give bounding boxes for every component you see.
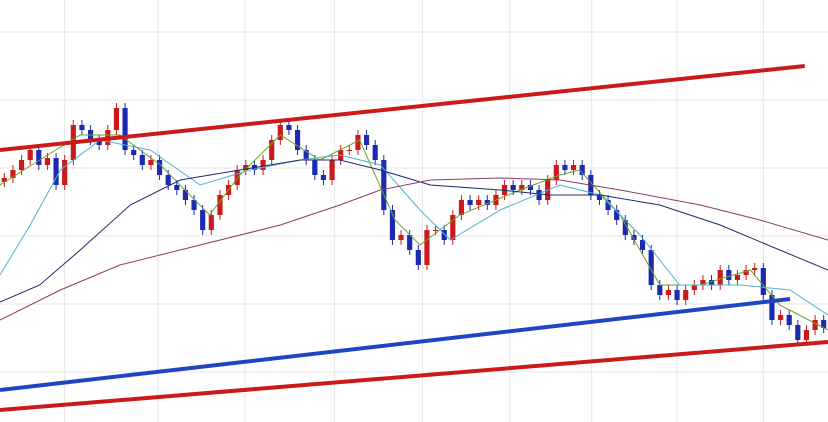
candle-body xyxy=(674,290,680,300)
candle-body xyxy=(467,200,473,205)
candle-body xyxy=(476,200,482,205)
candle-body xyxy=(795,325,801,340)
candle-body xyxy=(760,268,766,295)
trend-line xyxy=(0,64,805,152)
candle-body xyxy=(777,315,784,320)
candle-body xyxy=(458,200,465,215)
moving-average xyxy=(0,177,828,321)
candle-body xyxy=(691,285,697,290)
candle-body xyxy=(131,150,137,155)
candle-body xyxy=(622,220,628,235)
candle-body xyxy=(200,210,206,230)
candle-body xyxy=(821,320,827,328)
candle-body xyxy=(734,275,741,280)
candle-body xyxy=(79,125,85,130)
moving-average xyxy=(0,159,828,303)
candle-body xyxy=(398,235,404,240)
candle-body xyxy=(269,140,275,160)
candle-body xyxy=(234,170,240,185)
candle-body xyxy=(122,108,128,150)
candle-body xyxy=(700,280,706,285)
moving-average xyxy=(0,134,828,331)
candle-body xyxy=(372,145,378,160)
candle-body xyxy=(743,270,749,275)
candle-body xyxy=(639,240,646,250)
candle-body xyxy=(148,160,154,165)
candle-body xyxy=(381,160,387,210)
candle-body xyxy=(562,165,568,170)
candle-body xyxy=(657,285,663,295)
candle-body xyxy=(113,108,120,130)
candle-body xyxy=(303,150,309,160)
candle-body xyxy=(631,235,637,240)
candle-body xyxy=(519,185,525,190)
candle-body xyxy=(27,150,33,160)
candle-body xyxy=(174,185,180,190)
candle-body xyxy=(570,165,577,170)
candle-body xyxy=(432,230,439,231)
moving-average xyxy=(0,139,828,316)
candle-body xyxy=(208,215,214,230)
candle-body xyxy=(527,185,534,190)
candle-body xyxy=(553,165,559,180)
candle-body xyxy=(53,158,59,185)
candle-body xyxy=(320,175,327,180)
candle-body xyxy=(536,190,542,200)
candle-body xyxy=(329,160,335,180)
candle-body xyxy=(683,290,689,300)
candle-body xyxy=(277,125,283,140)
candle-body xyxy=(415,250,421,265)
candle-body xyxy=(389,210,396,240)
candle-body xyxy=(286,125,292,130)
candle-body xyxy=(803,330,810,340)
candle-body xyxy=(510,185,516,190)
candle-body xyxy=(156,160,163,175)
candle-body xyxy=(294,130,301,150)
candle-body xyxy=(648,250,654,285)
candle-body xyxy=(717,270,723,285)
candle-body xyxy=(484,200,490,205)
candle-body xyxy=(605,200,611,210)
candle-body xyxy=(355,135,361,150)
candle-body xyxy=(812,320,818,330)
candle-body xyxy=(363,135,370,145)
candle-body xyxy=(312,160,318,175)
candle-body xyxy=(260,160,266,170)
candle-body xyxy=(769,295,775,320)
candle-body xyxy=(18,160,25,170)
candle-body xyxy=(726,270,732,280)
candle-body xyxy=(346,150,352,151)
candle-body xyxy=(450,215,456,240)
candle-body xyxy=(407,235,413,250)
candle-body xyxy=(665,290,672,295)
candle-body xyxy=(165,175,171,185)
candle-body xyxy=(243,165,249,170)
candle-body xyxy=(786,315,792,325)
candle-body xyxy=(1,178,7,182)
candle-body xyxy=(62,160,68,185)
candle-body xyxy=(217,195,223,215)
candle-body xyxy=(139,155,145,165)
candle-body xyxy=(579,165,585,175)
candle-body xyxy=(424,230,430,265)
candle-body xyxy=(36,150,42,165)
candle-body xyxy=(96,140,102,145)
trend-line xyxy=(0,297,791,392)
candle-body xyxy=(708,280,715,285)
candle-body xyxy=(752,268,758,270)
trend-line xyxy=(0,340,828,412)
candle-body xyxy=(10,170,16,178)
candle-body xyxy=(44,158,51,165)
candle-body xyxy=(191,200,197,210)
candle-body xyxy=(182,190,189,200)
candle-body xyxy=(596,195,603,200)
candle-body xyxy=(614,210,620,220)
candle-body xyxy=(441,230,447,240)
